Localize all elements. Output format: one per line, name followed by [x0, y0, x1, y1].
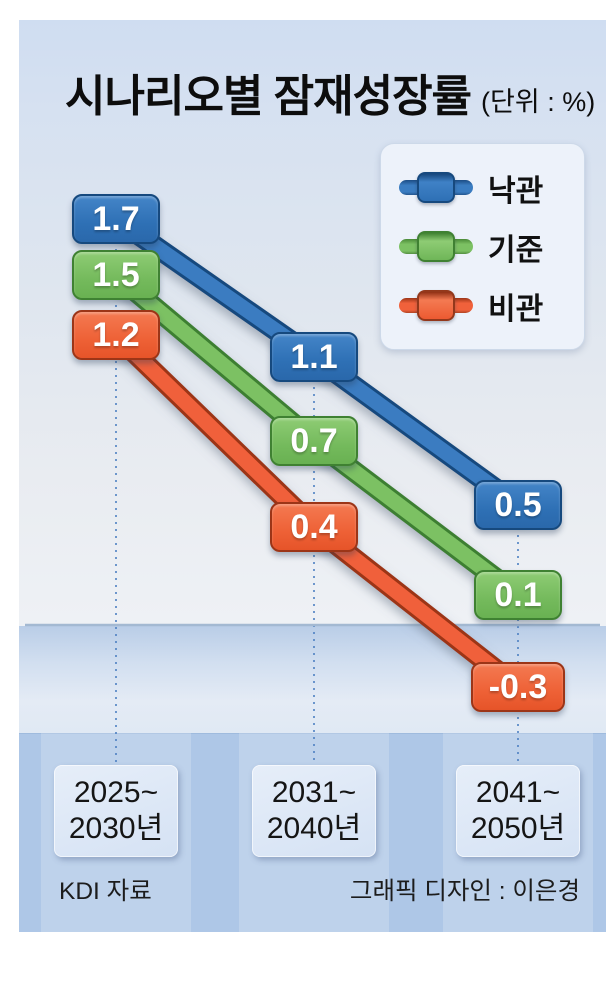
value-label: 1.5: [92, 255, 140, 294]
value-box-baseline-p2: 0.7: [270, 416, 358, 466]
value-label: 0.5: [494, 485, 542, 524]
value-label: 1.2: [92, 315, 140, 354]
period-line2: 2050년: [470, 812, 566, 845]
chart-unit: (단위 : %): [481, 87, 596, 117]
value-box-baseline-p1: 1.5: [72, 250, 160, 300]
value-box-pessimistic-p2: 0.4: [270, 502, 358, 552]
period-line1: 2031~: [271, 776, 357, 809]
legend-label-optimistic: 낙관: [488, 174, 544, 208]
legend-item-baseline: 기준: [399, 225, 570, 269]
infographic-card: 시나리오별 잠재성장률 (단위 : %) 1.7 1.1 0.5 1.5 0.7 …: [19, 20, 606, 932]
value-box-optimistic-p3: 0.5: [474, 480, 562, 530]
chart-title-block: 시나리오별 잠재성장률 (단위 : %): [65, 60, 595, 124]
line-marker-icon: [399, 290, 473, 321]
marker-knob: [417, 231, 455, 262]
legend-item-pessimistic: 비관: [399, 284, 570, 328]
value-box-baseline-p3: 0.1: [474, 570, 562, 620]
legend-label-pessimistic: 비관: [488, 292, 544, 326]
legend-item-optimistic: 낙관: [399, 166, 570, 210]
chart-title: 시나리오별 잠재성장률: [65, 72, 472, 121]
value-label: -0.3: [488, 667, 548, 706]
period-line2: 2030년: [68, 812, 164, 845]
marker-knob: [417, 290, 455, 321]
legend: 낙관 기준 비관: [380, 143, 585, 350]
footer: KDI 자료 그래픽 디자인 : 이은경: [19, 872, 606, 907]
design-credit: 그래픽 디자인 : 이은경: [349, 878, 580, 905]
value-box-optimistic-p1: 1.7: [72, 194, 160, 244]
line-marker-icon: [399, 172, 473, 203]
value-label: 0.7: [290, 421, 338, 460]
value-box-pessimistic-p1: 1.2: [72, 310, 160, 360]
x-axis-label-period3: 2041~ 2050년: [456, 765, 580, 857]
value-box-optimistic-p2: 1.1: [270, 332, 358, 382]
x-axis-label-period2: 2031~ 2040년: [252, 765, 376, 857]
line-marker-icon: [399, 231, 473, 262]
value-label: 0.1: [494, 575, 542, 614]
value-label: 1.7: [92, 199, 140, 238]
source-credit: KDI 자료: [59, 878, 152, 905]
value-box-pessimistic-p3: -0.3: [471, 662, 565, 712]
value-label: 1.1: [290, 337, 338, 376]
period-line1: 2041~: [475, 776, 561, 809]
period-line2: 2040년: [266, 812, 362, 845]
period-line1: 2025~: [73, 776, 159, 809]
marker-knob: [417, 172, 455, 203]
value-label: 0.4: [290, 507, 338, 546]
legend-label-baseline: 기준: [488, 233, 544, 267]
x-axis-label-period1: 2025~ 2030년: [54, 765, 178, 857]
